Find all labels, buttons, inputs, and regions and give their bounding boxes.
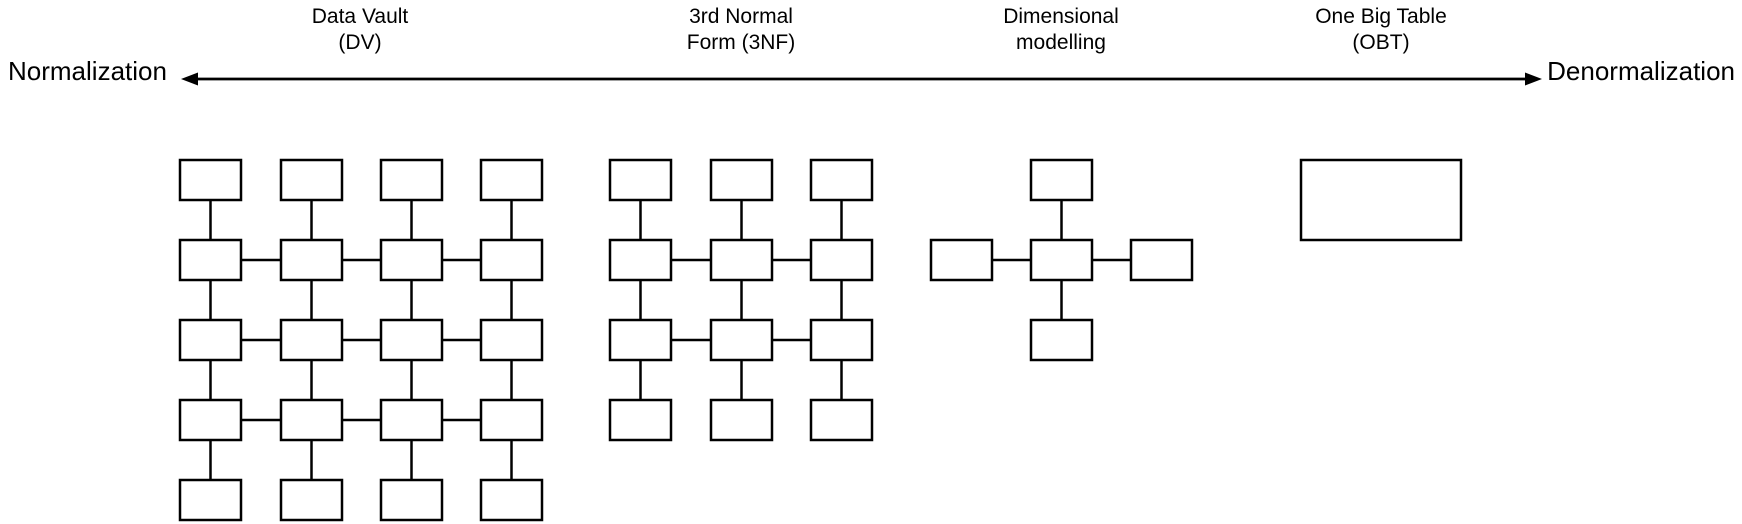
data-vault-table-box (479, 318, 544, 362)
label-dimensional-modelling: Dimensional modelling (1003, 4, 1119, 56)
denormalization-label: Denormalization (1547, 56, 1735, 86)
third-normal-form-table-box (608, 238, 673, 282)
fact-table-box (1029, 238, 1094, 282)
data-vault-table-box (279, 158, 344, 202)
left-arrowhead-icon (181, 72, 198, 86)
third-normal-form-table-box (709, 398, 774, 442)
data-vault-table-box (178, 398, 243, 442)
data-vault-table-box (379, 318, 444, 362)
label-line: Data Vault (311, 5, 409, 28)
third-normal-form-table-box (709, 318, 774, 362)
label-line: 3rd Normal (689, 5, 793, 28)
one-big-table-box (1299, 158, 1463, 242)
third-normal-form-table-box (608, 318, 673, 362)
right-arrowhead-icon (1525, 72, 1542, 86)
label-data-vault: Data Vault (DV) (312, 4, 409, 56)
third-normal-form-table-box (608, 158, 673, 202)
label-line: Form (3NF) (686, 31, 796, 54)
data-vault-table-box (279, 238, 344, 282)
normalization-label: Normalization (8, 56, 167, 86)
data-vault-table-box (178, 158, 243, 202)
data-vault-table-box (178, 238, 243, 282)
third-normal-form-table-box (709, 238, 774, 282)
data-vault-table-box (379, 398, 444, 442)
dimension-table-box (1029, 158, 1094, 202)
dimension-table-box (1029, 318, 1094, 362)
data-vault-table-box (479, 478, 544, 522)
data-vault-table-box (379, 238, 444, 282)
data-vault-table-box (479, 158, 544, 202)
data-vault-table-box (479, 398, 544, 442)
data-vault-table-box (379, 478, 444, 522)
label-line: modelling (1016, 31, 1106, 54)
label-third-normal-form: 3rd Normal Form (3NF) (687, 4, 796, 56)
third-normal-form-table-box (809, 318, 874, 362)
label-line: Dimensional (1003, 5, 1119, 28)
data-vault-table-box (279, 398, 344, 442)
label-line: One Big Table (1315, 5, 1447, 28)
dimension-table-box (1129, 238, 1194, 282)
data-vault-table-box (279, 478, 344, 522)
third-normal-form-table-box (608, 398, 673, 442)
dimension-table-box (929, 238, 994, 282)
third-normal-form-table-box (809, 238, 874, 282)
data-vault-table-box (279, 318, 344, 362)
third-normal-form-table-box (809, 158, 874, 202)
data-vault-table-box (379, 158, 444, 202)
data-vault-table-box (178, 318, 243, 362)
third-normal-form-table-box (809, 398, 874, 442)
label-one-big-table: One Big Table (OBT) (1315, 4, 1447, 56)
third-normal-form-table-box (709, 158, 774, 202)
data-vault-table-box (178, 478, 243, 522)
label-line: (OBT) (1352, 31, 1410, 54)
data-vault-table-box (479, 238, 544, 282)
label-line: (DV) (338, 31, 382, 54)
